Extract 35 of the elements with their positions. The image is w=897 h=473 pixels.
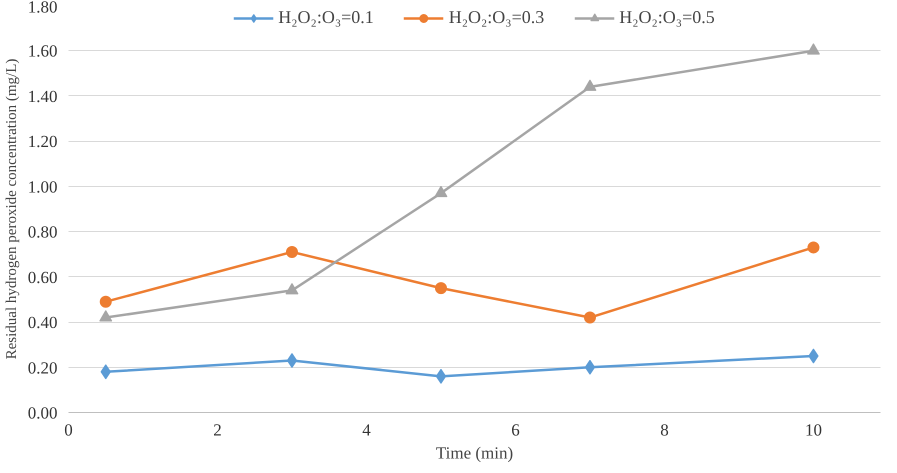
y-tick-label: 1.80 <box>28 0 58 16</box>
legend-label: H₂O₂:O₃=0.3 <box>448 7 544 28</box>
x-tick-label: 2 <box>213 420 222 440</box>
point <box>584 360 596 375</box>
y-tick-label: 1.60 <box>28 42 58 61</box>
y-axis-title: Residual hydrogen peroxide concentration (mg/L) <box>4 58 20 360</box>
y-tick-label: 0.80 <box>28 222 58 242</box>
point <box>583 79 596 91</box>
point <box>285 282 298 294</box>
point <box>807 241 820 254</box>
x-tick-label: 4 <box>362 420 372 440</box>
y-tick-label: 0.20 <box>28 358 58 378</box>
point <box>436 368 446 384</box>
point <box>806 43 820 55</box>
y-tick-label: 0.40 <box>28 313 58 332</box>
x-tick-label: 8 <box>660 420 669 440</box>
x-axis-title: Time (min) <box>436 444 514 462</box>
point <box>584 312 596 324</box>
legend-label: H₂O₂:O₃=0.1 <box>278 7 374 28</box>
x-tick-label: 0 <box>64 420 73 440</box>
y-tick-label: 0.00 <box>28 404 58 422</box>
y-tick-label: 0.60 <box>28 268 58 287</box>
point <box>99 310 112 322</box>
x-tick-label: 6 <box>511 420 520 440</box>
legend-label: H₂O₂:O₃=0.5 <box>619 7 715 28</box>
point <box>808 348 819 364</box>
point <box>100 296 112 308</box>
point <box>286 246 298 258</box>
y-tick-label: 1.00 <box>28 177 58 196</box>
y-tick-label: 1.40 <box>28 86 58 106</box>
x-tick-label: 10 <box>804 420 822 440</box>
point <box>286 352 298 368</box>
y-tick-label: 1.20 <box>28 132 58 152</box>
point <box>434 282 447 294</box>
point <box>434 186 448 198</box>
